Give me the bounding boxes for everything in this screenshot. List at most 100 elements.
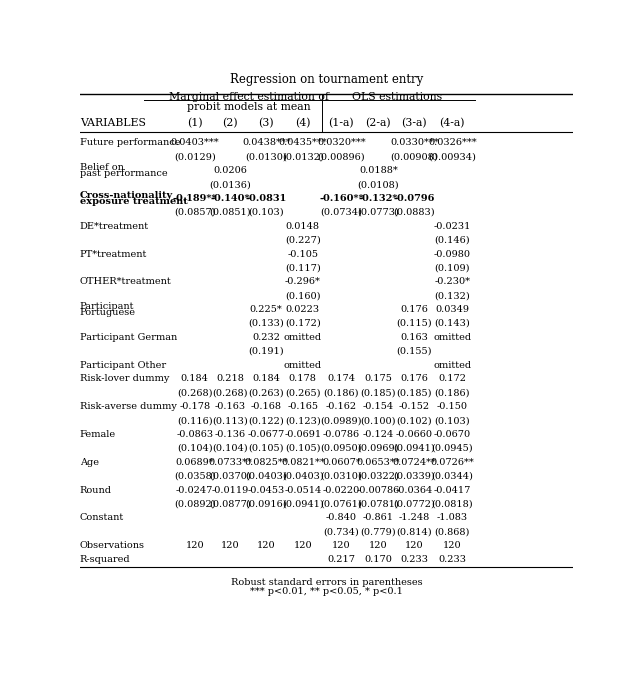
Text: 0.175: 0.175 bbox=[364, 375, 392, 384]
Text: (0.116): (0.116) bbox=[177, 416, 213, 425]
Text: 120: 120 bbox=[332, 541, 350, 550]
Text: -0.162: -0.162 bbox=[326, 402, 357, 411]
Text: (1): (1) bbox=[187, 118, 203, 128]
Text: OLS estimations: OLS estimations bbox=[352, 92, 442, 102]
Text: (0.0969): (0.0969) bbox=[357, 444, 399, 453]
Text: 120: 120 bbox=[443, 541, 462, 550]
Text: (2-a): (2-a) bbox=[366, 118, 391, 128]
Text: -0.140*: -0.140* bbox=[210, 194, 250, 203]
Text: -0.00786: -0.00786 bbox=[357, 486, 400, 495]
Text: -0.189**: -0.189** bbox=[173, 194, 217, 203]
Text: -0.0514: -0.0514 bbox=[284, 486, 322, 495]
Text: (0.263): (0.263) bbox=[248, 388, 284, 397]
Text: -0.150: -0.150 bbox=[437, 402, 468, 411]
Text: 0.0349: 0.0349 bbox=[435, 305, 469, 314]
Text: -0.296*: -0.296* bbox=[285, 277, 320, 286]
Text: Participant: Participant bbox=[80, 302, 134, 311]
Text: 0.0223: 0.0223 bbox=[286, 305, 320, 314]
Text: (0.00934): (0.00934) bbox=[429, 152, 476, 162]
Text: Portuguese: Portuguese bbox=[80, 308, 136, 317]
Text: (0.0857): (0.0857) bbox=[174, 208, 215, 217]
Text: 0.233: 0.233 bbox=[400, 555, 428, 564]
Text: (0.102): (0.102) bbox=[396, 416, 432, 425]
Text: 120: 120 bbox=[257, 541, 276, 550]
Text: (3-a): (3-a) bbox=[401, 118, 427, 128]
Text: (0.0136): (0.0136) bbox=[210, 180, 251, 189]
Text: -0.0453: -0.0453 bbox=[248, 486, 285, 495]
Text: 0.174: 0.174 bbox=[327, 375, 355, 384]
Text: -0.0796: -0.0796 bbox=[394, 194, 435, 203]
Text: 0.0821**: 0.0821** bbox=[281, 458, 325, 466]
Text: -0.861: -0.861 bbox=[363, 513, 394, 522]
Text: (0.868): (0.868) bbox=[434, 527, 470, 536]
Text: 0.172: 0.172 bbox=[438, 375, 466, 384]
Text: 0.184: 0.184 bbox=[181, 375, 208, 384]
Text: 120: 120 bbox=[369, 541, 387, 550]
Text: (0.191): (0.191) bbox=[248, 347, 284, 356]
Text: 120: 120 bbox=[221, 541, 240, 550]
Text: (0.0370): (0.0370) bbox=[210, 472, 251, 481]
Text: (0.122): (0.122) bbox=[248, 416, 284, 425]
Text: PT*treatment: PT*treatment bbox=[80, 249, 147, 258]
Text: 0.176: 0.176 bbox=[401, 305, 428, 314]
Text: past performance: past performance bbox=[80, 169, 168, 178]
Text: 120: 120 bbox=[294, 541, 312, 550]
Text: (0.0945): (0.0945) bbox=[431, 444, 473, 453]
Text: (0.185): (0.185) bbox=[361, 388, 396, 397]
Text: -0.0863: -0.0863 bbox=[176, 430, 213, 439]
Text: (0.133): (0.133) bbox=[248, 319, 284, 328]
Text: (0.0941): (0.0941) bbox=[394, 444, 435, 453]
Text: probit models at mean: probit models at mean bbox=[187, 102, 310, 112]
Text: 0.217: 0.217 bbox=[327, 555, 355, 564]
Text: (1-a): (1-a) bbox=[329, 118, 354, 128]
Text: Cross-nationality: Cross-nationality bbox=[80, 191, 173, 200]
Text: -0.0119: -0.0119 bbox=[211, 486, 249, 495]
Text: 120: 120 bbox=[405, 541, 424, 550]
Text: -0.0417: -0.0417 bbox=[434, 486, 471, 495]
Text: (0.115): (0.115) bbox=[396, 319, 432, 328]
Text: (0.779): (0.779) bbox=[361, 527, 396, 536]
Text: (0.113): (0.113) bbox=[212, 416, 248, 425]
Text: 0.232: 0.232 bbox=[252, 333, 280, 342]
Text: -0.132*: -0.132* bbox=[359, 194, 398, 203]
Text: -0.0786: -0.0786 bbox=[323, 430, 360, 439]
Text: 0.0825**: 0.0825** bbox=[245, 458, 288, 466]
Text: -0.160**: -0.160** bbox=[319, 194, 364, 203]
Text: (0.0851): (0.0851) bbox=[210, 208, 251, 217]
Text: (0.186): (0.186) bbox=[434, 388, 470, 397]
Text: (0.186): (0.186) bbox=[324, 388, 359, 397]
Text: 0.0403***: 0.0403*** bbox=[170, 138, 219, 147]
Text: -1.248: -1.248 bbox=[399, 513, 430, 522]
Text: 0.0607*: 0.0607* bbox=[322, 458, 361, 466]
Text: Participant German: Participant German bbox=[80, 333, 177, 342]
Text: (0.104): (0.104) bbox=[212, 444, 248, 453]
Text: (0.268): (0.268) bbox=[213, 388, 248, 397]
Text: 0.0689*: 0.0689* bbox=[175, 458, 214, 466]
Text: 0.0438***: 0.0438*** bbox=[242, 138, 290, 147]
Text: R-squared: R-squared bbox=[80, 555, 130, 564]
Text: VARIABLES: VARIABLES bbox=[80, 118, 145, 128]
Text: (0.160): (0.160) bbox=[285, 291, 320, 300]
Text: (0.0130): (0.0130) bbox=[245, 152, 287, 162]
Text: (0.109): (0.109) bbox=[434, 264, 470, 273]
Text: 0.0320***: 0.0320*** bbox=[317, 138, 366, 147]
Text: Regression on tournament entry: Regression on tournament entry bbox=[230, 73, 423, 86]
Text: (0.0322): (0.0322) bbox=[357, 472, 399, 481]
Text: 0.0148: 0.0148 bbox=[286, 222, 320, 231]
Text: 0.0326***: 0.0326*** bbox=[428, 138, 476, 147]
Text: (0.0950): (0.0950) bbox=[320, 444, 362, 453]
Text: (0.0108): (0.0108) bbox=[357, 180, 399, 189]
Text: (0.0403): (0.0403) bbox=[282, 472, 324, 481]
Text: (0.0358): (0.0358) bbox=[174, 472, 215, 481]
Text: Marginal effect estimation of: Marginal effect estimation of bbox=[169, 92, 329, 102]
Text: -0.0364: -0.0364 bbox=[396, 486, 433, 495]
Text: -0.230*: -0.230* bbox=[434, 277, 470, 286]
Text: (0.734): (0.734) bbox=[324, 527, 359, 536]
Text: -0.152: -0.152 bbox=[399, 402, 430, 411]
Text: (0.123): (0.123) bbox=[285, 416, 320, 425]
Text: -0.168: -0.168 bbox=[251, 402, 282, 411]
Text: 0.0435***: 0.0435*** bbox=[278, 138, 327, 147]
Text: (0.172): (0.172) bbox=[285, 319, 320, 328]
Text: 0.184: 0.184 bbox=[252, 375, 280, 384]
Text: Constant: Constant bbox=[80, 513, 124, 522]
